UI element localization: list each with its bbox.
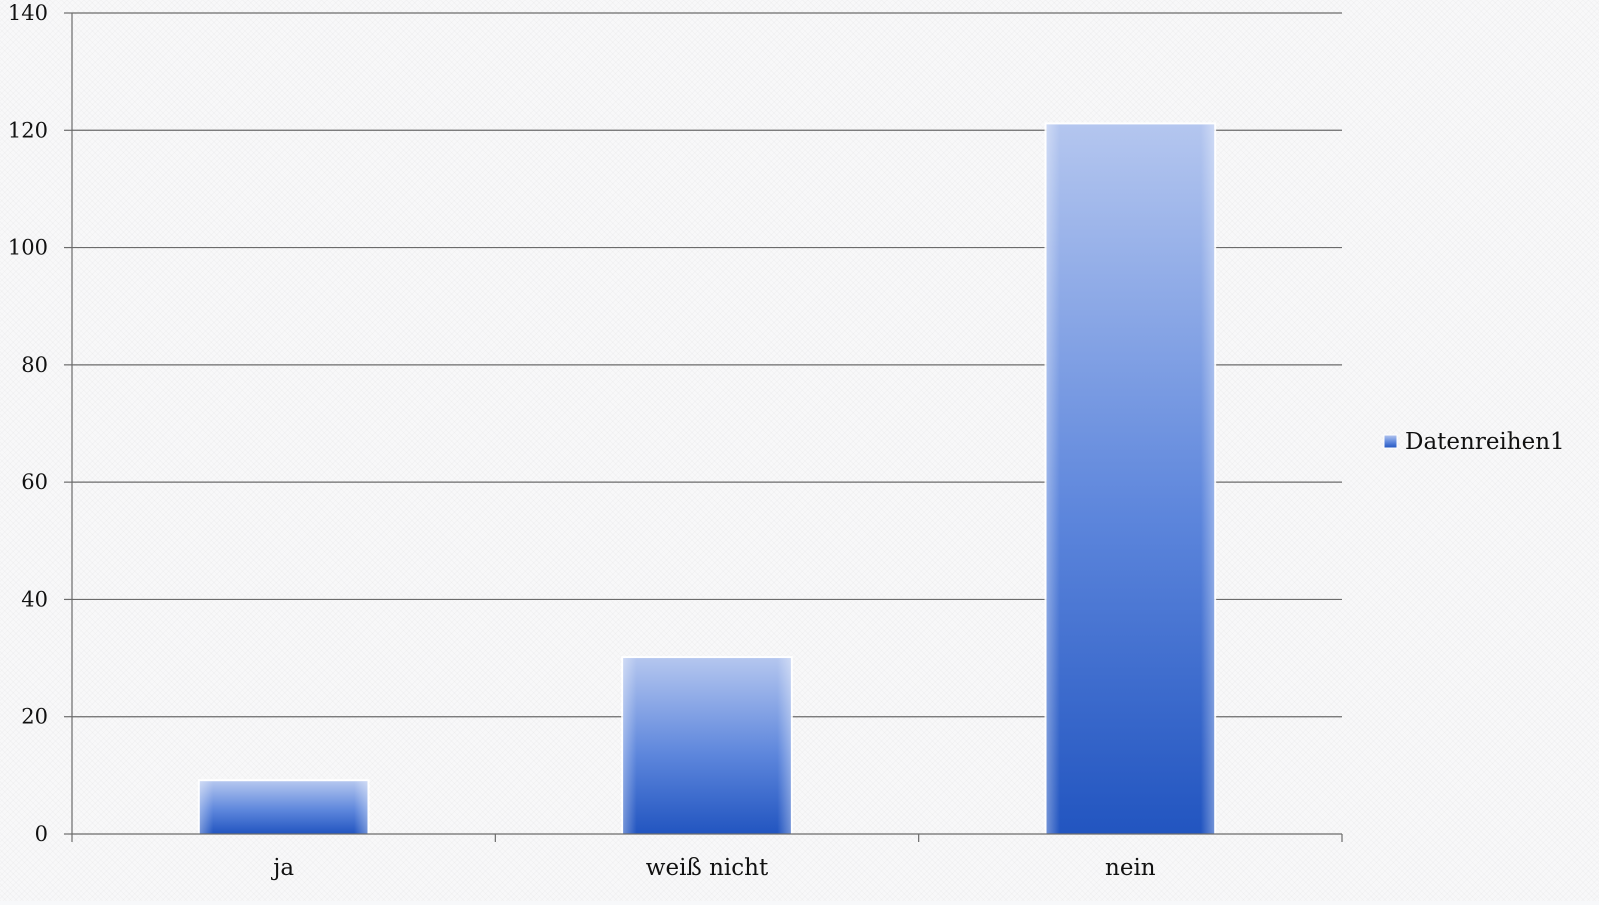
- y-tick-label: 20: [21, 705, 48, 729]
- x-tick-label: weiß nicht: [646, 855, 769, 881]
- x-axis-tick-labels: ja weiß nicht nein: [270, 855, 1156, 881]
- x-tick-label: ja: [270, 855, 294, 881]
- bar-weiß-nicht: [621, 656, 793, 834]
- legend-label: Datenreihen1: [1405, 429, 1565, 455]
- y-tick-label: 40: [21, 587, 48, 611]
- bar-nein: [1044, 122, 1217, 834]
- legend: Datenreihen1: [1383, 429, 1565, 455]
- y-tick-label: 80: [21, 353, 48, 377]
- axes: [64, 12, 1343, 842]
- y-axis-tick-labels: 0 20 40 60 80 100 120 140: [8, 1, 48, 846]
- gridlines: [72, 12, 1342, 718]
- y-tick-label: 100: [8, 236, 48, 260]
- y-tick-label: 120: [8, 118, 48, 142]
- bar-sheen: [199, 781, 368, 834]
- y-tick-label: 140: [8, 1, 48, 25]
- bar-sheen: [623, 658, 791, 834]
- y-tick-label: 60: [21, 470, 48, 494]
- legend-swatch: [1383, 434, 1398, 449]
- bar-ja: [197, 779, 370, 834]
- x-tick-label: nein: [1105, 855, 1156, 881]
- bars: [197, 122, 1217, 834]
- y-tick-label: 0: [35, 822, 48, 846]
- bar-sheen: [1046, 124, 1215, 834]
